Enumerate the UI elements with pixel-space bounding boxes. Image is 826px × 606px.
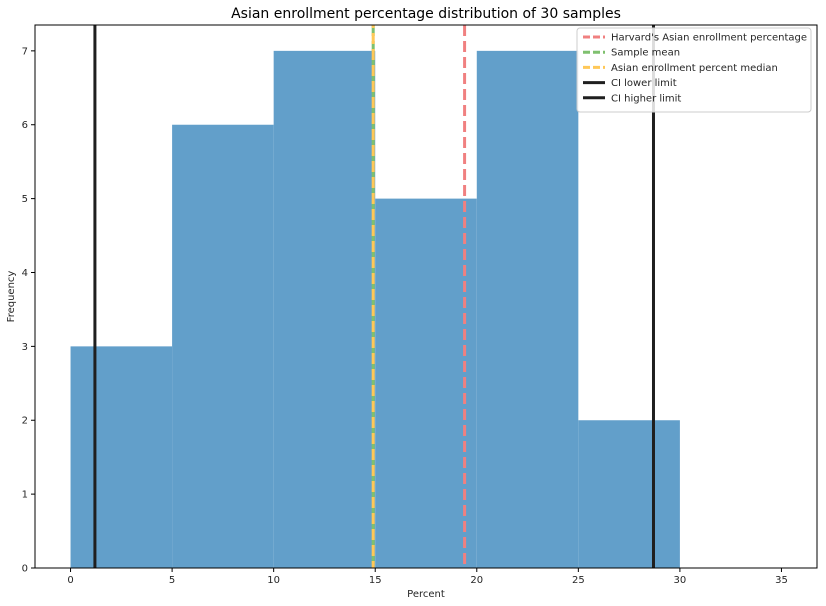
x-tick-label: 30 bbox=[674, 575, 687, 586]
y-tick-label: 4 bbox=[22, 268, 28, 279]
y-tick-label: 0 bbox=[22, 564, 28, 575]
y-tick-label: 5 bbox=[22, 194, 28, 205]
x-tick-label: 15 bbox=[369, 575, 382, 586]
legend: Harvard's Asian enrollment percentage Sam… bbox=[576, 27, 812, 113]
y-tick-label: 2 bbox=[22, 416, 28, 427]
y-tick-label: 3 bbox=[22, 342, 28, 353]
legend-entry: Asian enrollment percent median bbox=[611, 63, 778, 74]
bars-layer bbox=[70, 50, 680, 569]
x-tick-label: 20 bbox=[470, 575, 483, 586]
legend-box bbox=[576, 27, 812, 113]
reference-lines-layer bbox=[93, 25, 655, 568]
histogram-bar bbox=[578, 420, 680, 568]
axes-layer: 0 5 10 15 20 25 30 35 0 1 2 3 4 5 6 7 bbox=[22, 24, 818, 586]
x-axis-label: Percent bbox=[407, 589, 445, 600]
histogram-bar bbox=[70, 346, 173, 568]
legend-entry: CI lower limit bbox=[611, 78, 677, 89]
y-axis-label: Frequency bbox=[6, 271, 17, 323]
chart-title: Asian enrollment percentage distribution… bbox=[231, 6, 621, 22]
y-tick-label: 1 bbox=[22, 490, 28, 501]
y-tick-label: 6 bbox=[22, 120, 28, 131]
legend-entry: CI higher limit bbox=[611, 93, 681, 104]
legend-entry: Harvard's Asian enrollment percentage bbox=[611, 33, 807, 44]
x-tick-label: 35 bbox=[775, 575, 788, 586]
histogram-bar bbox=[375, 198, 477, 568]
y-tick-label: 7 bbox=[22, 46, 28, 57]
histogram-bar bbox=[273, 50, 376, 569]
legend-entry: Sample mean bbox=[611, 48, 680, 59]
x-tick-label: 0 bbox=[67, 575, 73, 586]
plot-frame bbox=[34, 24, 818, 569]
x-tick-label: 5 bbox=[169, 575, 175, 586]
x-tick-label: 10 bbox=[267, 575, 280, 586]
x-tick-label: 25 bbox=[572, 575, 585, 586]
histogram-bar bbox=[172, 124, 274, 569]
histogram-bar bbox=[476, 50, 579, 569]
